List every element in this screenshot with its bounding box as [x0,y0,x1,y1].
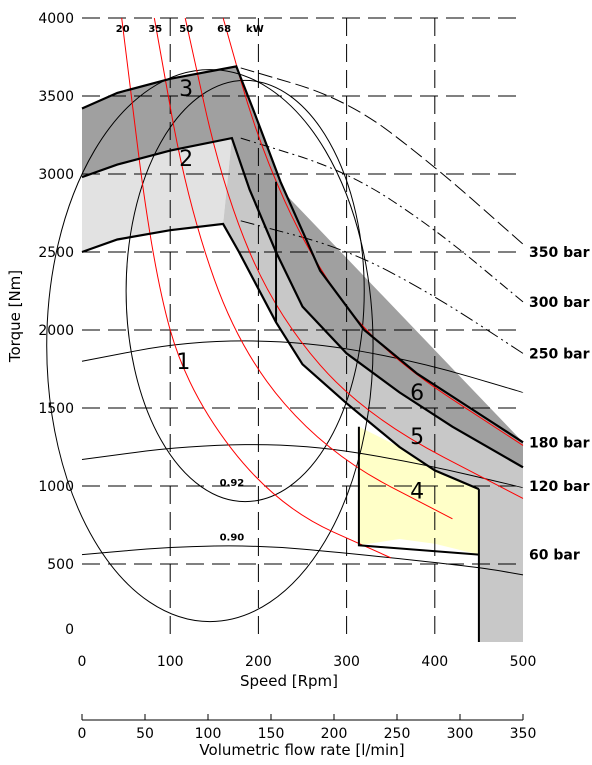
power-unit-label: kW [246,24,264,35]
region-label: 4 [410,479,424,504]
x-tick-label: 300 [333,654,360,670]
efficiency-contour-inner [125,79,365,503]
y-tick-label: 1500 [38,401,74,417]
secondary-tick-label: 0 [78,726,87,742]
pressure-line [81,545,524,576]
power-curve [121,17,391,559]
pressure-label: 60 bar [529,548,580,564]
secondary-tick-label: 100 [195,726,222,742]
efficiency-label: 0.90 [220,533,245,544]
pressure-line-120 [81,444,524,489]
pressure-label: 350 bar [529,245,590,261]
region-fills [82,66,523,642]
y-tick-label: 1000 [38,479,74,495]
pressure-label: 250 bar [529,346,590,362]
x-tick-label: 100 [157,654,184,670]
labels: 0 100 200 300 400 500050010001500200025003000… [38,11,589,742]
x-tick-label: 500 [510,654,537,670]
secondary-tick-label: 50 [136,726,154,742]
pressure-line [240,137,524,303]
y-tick-label: 4000 [38,11,74,27]
power-label: 68 [217,24,231,35]
power-label: 50 [179,24,193,35]
secondary-tick-label: 150 [258,726,285,742]
secondary-axis-title: Volumetric flow rate [l/min] [199,741,404,759]
y-tick-label: 500 [47,557,74,573]
y-axis-title: Torque [Nm] [6,270,24,363]
y-tick-label: 2500 [38,245,74,261]
curves [46,17,524,721]
secondary-tick-label: 250 [384,726,411,742]
operating-envelope [81,65,524,444]
secondary-tick-label: 300 [447,726,474,742]
y-tick-label: 2000 [38,323,74,339]
y-tick-label: 3000 [38,167,74,183]
efficiency-contour-outer [46,69,374,623]
region-label: 3 [179,77,193,102]
pressure-label: 120 bar [529,479,590,495]
region-2-fill [82,138,232,252]
region-label: 6 [410,381,424,406]
power-label: 35 [148,24,162,35]
region-5-fill [223,138,523,642]
x-tick-label: 400 [421,654,448,670]
power-curve [153,17,453,520]
secondary-tick-label: 200 [321,726,348,742]
region-label: 1 [176,350,190,375]
x-tick-label: 200 [245,654,272,670]
region-label: 5 [410,425,424,450]
efficiency-label: 0.92 [220,478,245,489]
y-tick-label: 0 [65,622,74,638]
y-tick-label: 3500 [38,89,74,105]
x-tick-label: 0 [78,654,87,670]
pressure-label: 300 bar [529,295,590,311]
region-6-fill [231,66,523,468]
secondary-tick-label: 350 [510,726,537,742]
power-curve [184,17,524,499]
region-3-fill [82,66,523,443]
x-axis-title: Speed [Rpm] [240,672,338,690]
pressure-line [240,220,524,354]
region-label: 2 [179,147,193,172]
region-4-border [357,426,479,556]
pressure-label: 180 bar [529,435,590,451]
power-label: 20 [116,24,130,35]
pressure-line [240,67,524,245]
